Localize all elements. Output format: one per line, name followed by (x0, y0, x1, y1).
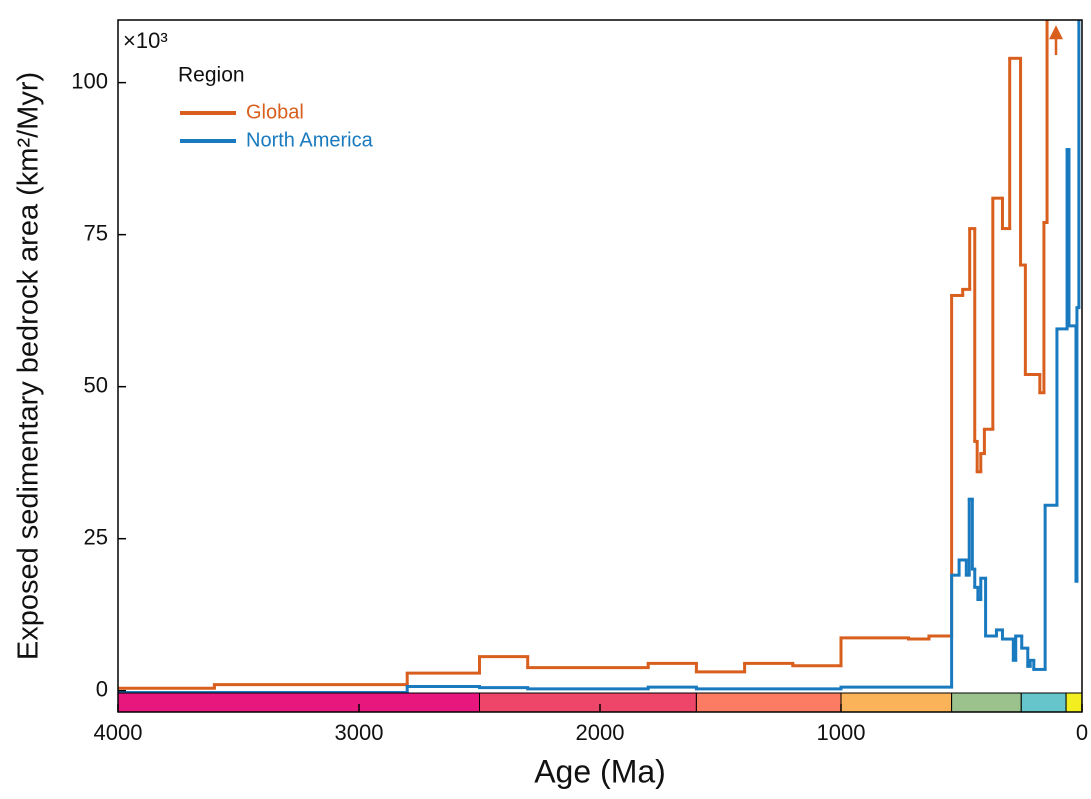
timescale-segment (1020, 692, 1067, 713)
legend-label: Global (246, 101, 304, 123)
x-axis-label: Age (Ma) (534, 753, 666, 789)
x-tick-label: 3000 (335, 720, 384, 745)
y-axis-label: Exposed sedimentary bedrock area (km²/My… (13, 72, 45, 660)
y-tick-label: 25 (84, 525, 108, 550)
multiplier: ×10³ (123, 28, 168, 53)
legend-title: Region (178, 64, 245, 87)
timescale-segment (840, 692, 953, 713)
x-tick-label: 2000 (576, 720, 625, 745)
timescale-segment (1065, 692, 1083, 713)
legend-label: North America (246, 129, 374, 151)
timescale-segment (117, 692, 480, 713)
timescale-segment (479, 692, 697, 713)
timescale-segment (951, 692, 1022, 713)
plot-area (118, 20, 1081, 695)
y-tick-label: 100 (71, 68, 108, 93)
y-tick-label: 0 (96, 677, 108, 702)
plot-frame (117, 19, 1083, 713)
offscale-arrow (1048, 25, 1064, 55)
timescale-segment (695, 692, 842, 713)
x-tick-label: 0 (1076, 720, 1088, 745)
y-tick-label: 50 (84, 372, 108, 397)
y-tick-label: 75 (84, 220, 108, 245)
x-tick-label: 1000 (817, 720, 866, 745)
x-tick-label: 4000 (94, 720, 143, 745)
